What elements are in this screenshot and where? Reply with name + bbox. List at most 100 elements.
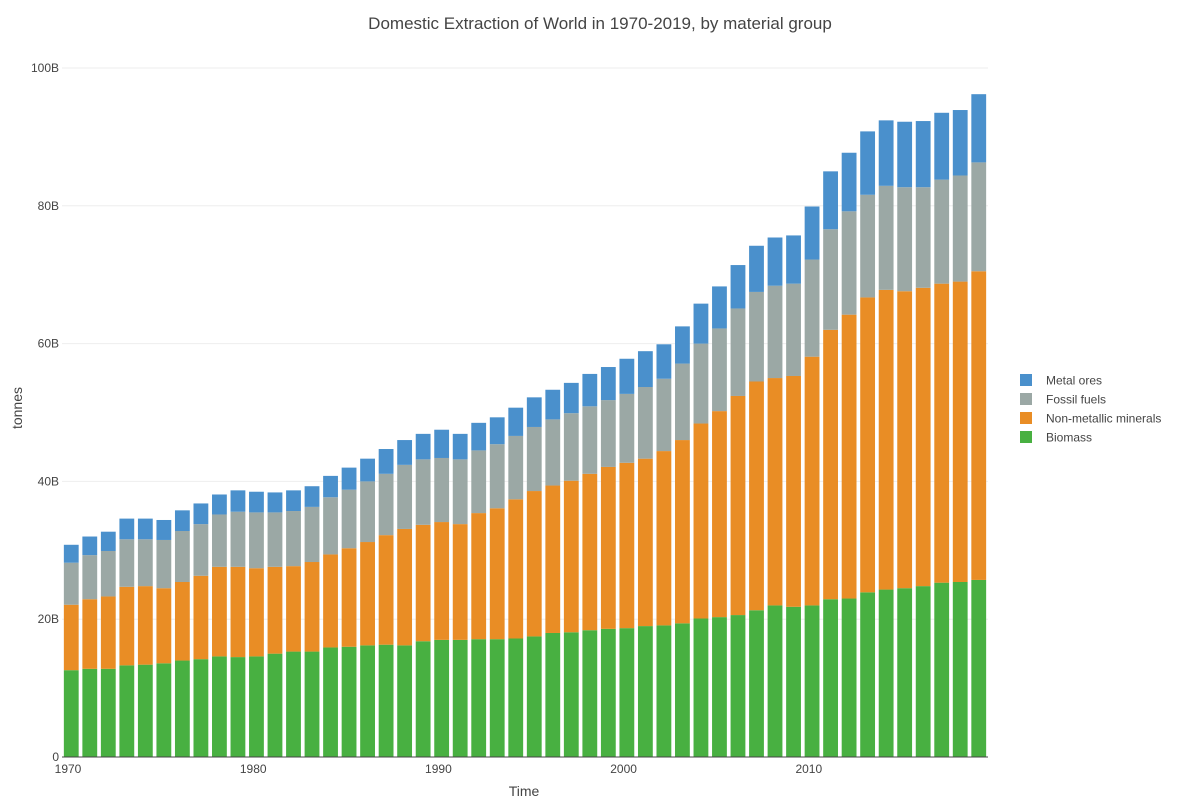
bar-segment xyxy=(137,664,153,757)
bar-segment xyxy=(860,194,876,298)
bar-segment xyxy=(841,314,857,599)
bar-segment xyxy=(397,440,413,465)
bar-segment xyxy=(693,303,709,344)
bar-segment xyxy=(82,668,98,757)
bar-segment xyxy=(508,407,524,436)
bar-segment xyxy=(212,566,227,657)
bar-segment xyxy=(841,598,857,757)
bar-segment xyxy=(434,457,450,523)
bar-segment xyxy=(804,605,820,757)
bar-segment xyxy=(452,433,468,460)
bar-segment xyxy=(915,586,931,757)
bar-segment xyxy=(730,615,746,757)
bar-segment xyxy=(249,568,264,657)
chart-title: Domestic Extraction of World in 1970-201… xyxy=(368,14,832,33)
bar-segment xyxy=(860,592,876,757)
bar-segment xyxy=(693,343,709,424)
bar-segment xyxy=(137,586,153,665)
bar-segment xyxy=(915,121,931,188)
bar-segment xyxy=(508,435,524,500)
bar-segment xyxy=(489,444,505,509)
bar-segment xyxy=(897,187,913,292)
y-tick-label: 0 xyxy=(52,750,59,764)
bar-segment xyxy=(619,462,635,629)
bar-segment xyxy=(304,651,320,757)
bar-segment xyxy=(137,518,153,540)
bar-segment xyxy=(897,588,913,757)
bar-segment xyxy=(971,94,987,163)
x-tick-label: 2010 xyxy=(795,762,822,776)
bar-segment xyxy=(193,524,209,576)
bar-segment xyxy=(100,596,116,669)
bar-segment xyxy=(952,175,968,282)
bar-segment xyxy=(360,481,375,543)
x-tick-label: 1980 xyxy=(240,762,267,776)
bar-segment xyxy=(897,291,913,589)
bar-segment xyxy=(823,171,838,230)
bar-segment xyxy=(767,378,783,606)
legend: Metal ores Fossil fuels Non-metallic miner… xyxy=(1020,374,1161,445)
bar-segment xyxy=(341,467,357,490)
bar-segment xyxy=(323,497,338,555)
bar-segment xyxy=(637,387,653,459)
bar-segment xyxy=(656,378,672,452)
bar-segment xyxy=(100,668,116,757)
bar-segment xyxy=(637,351,653,388)
bar-segment xyxy=(804,259,820,357)
bar-segment xyxy=(767,605,783,757)
bar-segment xyxy=(712,617,727,757)
bar-segment xyxy=(934,582,950,757)
bar-segment xyxy=(582,373,598,407)
bar-segment xyxy=(582,630,598,757)
bar-segment xyxy=(230,566,246,658)
bar-segment xyxy=(860,297,876,593)
bar-segment xyxy=(582,473,598,631)
bar-segment xyxy=(304,486,320,507)
bar-segment xyxy=(156,539,172,589)
legend-label: Non-metallic minerals xyxy=(1046,412,1161,426)
bar-segment xyxy=(397,464,413,529)
bar-segment xyxy=(934,179,950,284)
bar-segment xyxy=(897,121,913,188)
bar-segment xyxy=(452,639,468,757)
bar-segment xyxy=(878,589,894,757)
bar-segment xyxy=(452,524,468,640)
y-tick-label: 60B xyxy=(38,337,59,351)
bar-segment xyxy=(823,229,838,330)
bar-segment xyxy=(230,657,246,757)
bar-segment xyxy=(156,588,172,664)
bar-segment xyxy=(63,562,79,605)
bar-segment xyxy=(582,406,598,474)
bar-segment xyxy=(934,112,950,180)
bar-segment xyxy=(397,528,413,646)
bar-segment xyxy=(749,245,764,292)
bar-segment xyxy=(267,653,283,757)
bar-segment xyxy=(267,492,283,513)
legend-label: Biomass xyxy=(1046,431,1092,445)
bar-segment xyxy=(693,618,709,757)
y-tick-label: 40B xyxy=(38,474,59,488)
bar-segment xyxy=(619,393,635,463)
bar-segment xyxy=(489,508,505,640)
bar-segment xyxy=(712,328,727,412)
bar-segment xyxy=(304,506,320,563)
bar-segment xyxy=(82,536,98,556)
bar-segment xyxy=(397,645,413,757)
bar-segment xyxy=(434,429,450,458)
bar-segment xyxy=(730,265,746,309)
bar-segment xyxy=(286,511,301,567)
bar-segment xyxy=(952,110,968,176)
bar-segment xyxy=(174,581,190,661)
bar-segment xyxy=(249,512,264,569)
bar-segment xyxy=(434,522,450,640)
bar-segment xyxy=(786,283,801,376)
y-tick-label: 100B xyxy=(31,61,59,75)
bar-segment xyxy=(378,473,394,536)
bar-segment xyxy=(267,566,283,654)
bar-segment xyxy=(526,636,542,757)
bar-segment xyxy=(489,639,505,757)
bar-segment xyxy=(360,645,375,757)
bar-segment xyxy=(360,542,375,646)
bar-segment xyxy=(119,518,135,540)
bar-segment xyxy=(212,514,227,567)
